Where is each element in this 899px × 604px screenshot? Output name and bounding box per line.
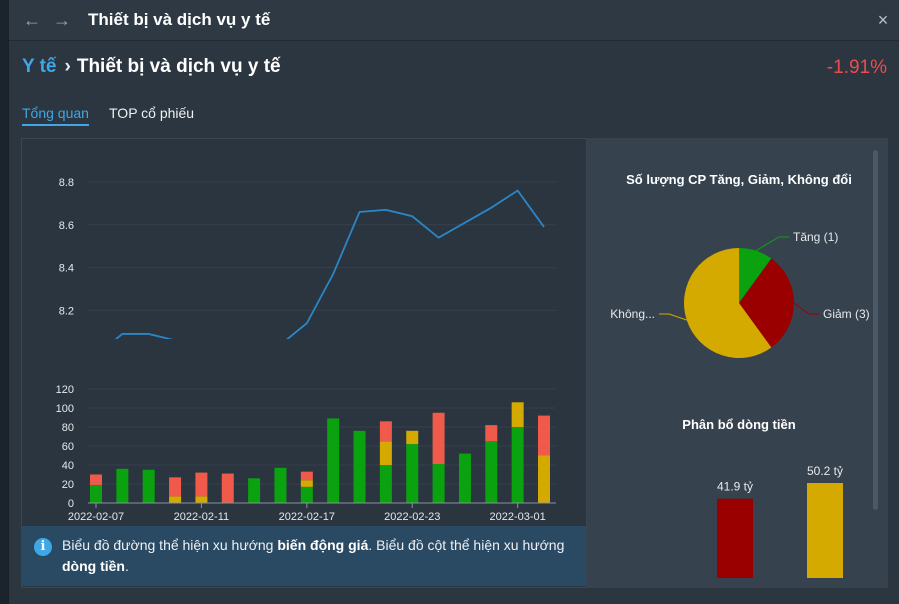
alloc-bar <box>717 498 753 578</box>
tab-top-stocks[interactable]: TOP cổ phiếu <box>109 105 195 121</box>
scrollbar[interactable] <box>873 150 878 510</box>
y-tick-label: 8.8 <box>59 177 74 189</box>
flow-bar-red <box>221 473 234 503</box>
y-tick-label: 0 <box>68 498 74 510</box>
flow-bar-green <box>458 453 471 503</box>
y-tick-label: 8.6 <box>59 220 74 232</box>
y-tick-label: 20 <box>62 479 74 491</box>
flow-bar-green <box>379 465 392 503</box>
flow-bar-green <box>432 464 445 503</box>
flow-bar-green <box>116 468 129 503</box>
price-line <box>114 189 545 339</box>
info-text-1: Biểu đồ đường thể hiện xu hướng <box>62 537 278 553</box>
chevron-right-icon: › <box>64 56 71 77</box>
pie-label: Tăng (1) <box>793 230 838 244</box>
alloc-title: Phân bổ dòng tiền <box>682 417 795 432</box>
change-percent: -1.91% <box>826 57 887 78</box>
flow-bar-yellow <box>195 496 208 503</box>
flow-bar-yellow <box>538 455 550 503</box>
pie-title: Số lượng CP Tăng, Giảm, Không đổi <box>626 172 852 187</box>
x-tick-label: 2022-02-23 <box>384 511 440 523</box>
pie-leader-line <box>793 302 819 315</box>
flow-bar-yellow <box>511 402 524 427</box>
y-tick-label: 100 <box>56 403 74 415</box>
info-bold-1: biến động giá <box>277 537 369 553</box>
money-flow-bar-chart: 0 20 40 60 80 100 120 2022-02-07 2022-02-11 2022-… <box>56 384 556 523</box>
x-tick-label: 2022-02-07 <box>68 511 124 523</box>
breadcrumb: Y tế › Thiết bị và dịch vụ y tế <box>22 56 281 78</box>
flow-bar-red <box>432 412 445 465</box>
flow-bar-red <box>169 477 182 497</box>
y-tick-label: 60 <box>62 441 74 453</box>
flow-bar-yellow <box>406 430 419 445</box>
info-icon: i <box>34 538 52 556</box>
up-down-pie-chart: Số lượng CP Tăng, Giảm, Không đổi Tăng (1… <box>610 172 870 358</box>
pie-leader-line <box>659 313 687 321</box>
info-text-2: . Biểu đồ cột thể hiện xu hướng <box>368 537 565 553</box>
x-tick-label: 2022-03-01 <box>490 511 546 523</box>
flow-bar-yellow <box>169 496 182 503</box>
back-arrow-icon[interactable]: ← <box>23 10 41 30</box>
title-bar: ← → Thiết bị và dịch vụ y tế × <box>9 0 899 41</box>
alloc-bar-label: 41.9 tỷ <box>717 480 753 494</box>
price-line-chart: 7.888.28.48.68.82022-02-072022-02-112022… <box>59 177 556 339</box>
y-tick-label: 120 <box>56 384 74 396</box>
info-bold-2: dòng tiền <box>62 558 125 574</box>
window-title: Thiết bị và dịch vụ y tế <box>88 10 271 29</box>
info-note: i Biểu đồ đường thể hiện xu hướng biến đ… <box>22 526 586 586</box>
pie-slice <box>739 248 772 303</box>
flow-allocation-bar-chart: Phân bổ dòng tiền 41.9 tỷ 50.2 tỷ <box>682 417 843 578</box>
tab-overview[interactable]: Tổng quan <box>22 105 89 126</box>
flow-bar-green <box>485 441 498 503</box>
x-tick-label: 2022-02-17 <box>279 511 335 523</box>
flow-bar-yellow <box>379 441 392 465</box>
flow-bar-red <box>195 472 208 497</box>
close-icon[interactable]: × <box>877 10 889 30</box>
pie-label: Không... <box>610 307 655 321</box>
y-tick-label: 8.2 <box>59 305 74 317</box>
flow-bar-red <box>379 421 392 442</box>
page-title: Thiết bị và dịch vụ y tế <box>76 56 281 77</box>
pie-slice <box>684 248 772 358</box>
flow-bar-green <box>248 478 261 503</box>
pie-label: Giảm (3) <box>823 307 870 321</box>
flow-bar-green <box>353 430 366 503</box>
info-text-3: . <box>125 558 129 574</box>
pie-slice <box>739 258 794 348</box>
y-tick-label: 40 <box>62 460 74 472</box>
stats-panel: Số lượng CP Tăng, Giảm, Không đổi Tăng (1… <box>587 138 888 588</box>
alloc-bar <box>807 483 843 578</box>
flow-bar-yellow <box>300 480 313 487</box>
flow-bar-green <box>511 427 524 503</box>
flow-bar-green <box>90 484 102 503</box>
app-window: ← → Thiết bị và dịch vụ y tế × Y tế › Thiế… <box>8 0 899 604</box>
flow-bar-red <box>538 415 550 456</box>
forward-arrow-icon[interactable]: → <box>53 10 71 30</box>
flow-bar-green <box>406 444 419 503</box>
breadcrumb-root-link[interactable]: Y tế <box>22 56 57 77</box>
flow-bar-green <box>142 469 155 503</box>
x-tick-label: 2022-02-11 <box>174 511 229 523</box>
flow-bar-green <box>274 467 287 503</box>
flow-bar-red <box>485 425 498 442</box>
flow-bar-red <box>300 471 313 481</box>
alloc-bar-label: 50.2 tỷ <box>807 464 843 478</box>
chart-panel: 7.888.28.48.68.82022-02-072022-02-112022… <box>21 138 587 588</box>
flow-bar-green <box>300 486 313 503</box>
y-tick-label: 80 <box>62 422 74 434</box>
pie-leader-line <box>755 236 789 252</box>
flow-bar-green <box>327 418 340 503</box>
flow-bar-red <box>90 474 102 485</box>
y-tick-label: 8.4 <box>59 263 74 275</box>
